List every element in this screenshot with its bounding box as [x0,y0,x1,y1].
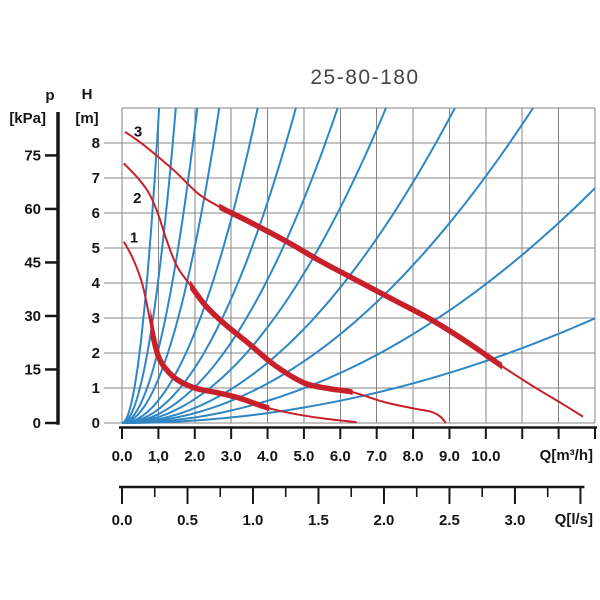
pump-curve-1-bold [150,307,270,412]
pump-curve-3-bold [219,203,503,370]
svg-text:0.0: 0.0 [112,448,133,465]
svg-text:6: 6 [92,205,100,222]
svg-text:2.5: 2.5 [439,512,460,529]
svg-text:1,0: 1,0 [148,448,169,465]
svg-text:8: 8 [92,135,100,152]
svg-text:75: 75 [24,147,41,164]
svg-text:1: 1 [92,380,100,397]
svg-text:45: 45 [24,254,41,271]
pump-curve-2 [123,162,447,424]
system-curve [121,107,297,424]
svg-text:3.0: 3.0 [221,448,242,465]
flow-axis-ls: 0.0 0.5 1.0 1.5 2.0 2.5 3.0 [112,485,585,529]
system-curve [121,107,221,424]
flow-axis-unit-ls: Q[l/s] [554,511,593,528]
system-curve [121,107,387,424]
svg-text:6.0: 6.0 [330,448,351,465]
svg-text:1.5: 1.5 [308,512,329,529]
system-curve [121,107,199,424]
svg-text:5.0: 5.0 [293,448,314,465]
system-curve [121,107,456,424]
svg-text:10.0: 10.0 [471,448,500,465]
pump-speed-label: 3 [134,123,142,140]
pressure-axis-unit: [kPa] [9,110,46,127]
pump-speed-label: 2 [133,190,141,207]
svg-text:0: 0 [33,415,41,432]
pump-curve-2-bold [190,280,353,396]
pressure-axis-name: p [45,87,55,104]
head-axis-unit: [m] [75,110,99,127]
head-axis-labels: 0 1 2 3 4 5 6 7 8 [92,135,101,432]
pump-curves: 3 2 1 [122,123,584,424]
svg-text:7.0: 7.0 [366,448,387,465]
system-curve [121,107,177,424]
svg-text:0.5: 0.5 [177,512,198,529]
system-curve [121,107,161,424]
svg-text:2.0: 2.0 [374,512,395,529]
system-curves [121,107,596,424]
system-curve [121,107,339,424]
svg-text:4: 4 [92,275,101,292]
svg-text:2: 2 [92,345,100,362]
chart-title: 25-80-180 [310,66,420,89]
system-curve [121,107,259,424]
svg-text:2.0: 2.0 [184,448,205,465]
svg-text:8.0: 8.0 [403,448,424,465]
svg-text:5: 5 [92,240,100,257]
svg-text:0.0: 0.0 [112,512,133,529]
system-curve [122,317,596,424]
svg-text:3: 3 [92,310,100,327]
flow-axis-m3h: 0.0 1,0 2.0 3.0 4.0 5.0 6.0 7.0 8.0 9.0 10.0 [112,426,597,465]
svg-text:4.0: 4.0 [257,448,278,465]
system-curve [121,107,534,424]
svg-text:7: 7 [92,170,100,187]
svg-text:9.0: 9.0 [439,448,460,465]
svg-text:1.0: 1.0 [243,512,264,529]
pump-curve-3 [124,130,584,418]
system-curve [121,187,596,424]
flow-axis-unit-m3h: Q[m³/h] [539,447,593,464]
svg-text:30: 30 [24,308,41,325]
pressure-axis: 0 15 30 45 60 75 [24,112,60,432]
svg-text:0: 0 [92,415,100,432]
pump-speed-label: 1 [130,230,138,247]
svg-text:15: 15 [24,361,41,378]
svg-text:60: 60 [24,201,41,218]
svg-text:3.0: 3.0 [505,512,526,529]
plot-grid [104,107,596,424]
head-axis-name: H [81,86,93,103]
